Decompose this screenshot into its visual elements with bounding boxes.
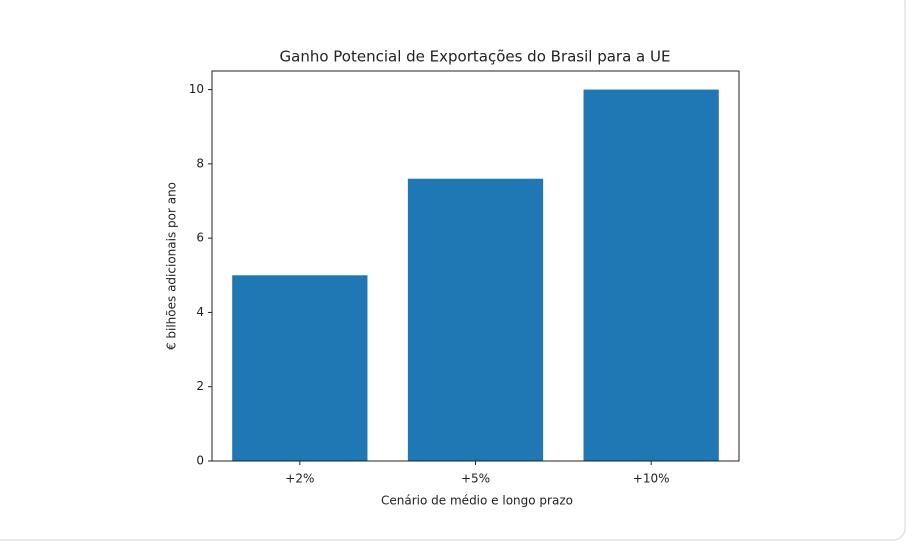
y-tick-label: 2 [196, 379, 204, 393]
x-axis-label: Cenário de médio e longo prazo [381, 494, 573, 508]
x-tick-label: +5% [461, 472, 490, 486]
x-tick-label: +10% [633, 472, 670, 486]
y-tick-label: 0 [196, 454, 204, 468]
y-tick-label: 6 [196, 231, 204, 245]
x-tick-label: +2% [285, 472, 314, 486]
chart-title: Ganho Potencial de Exportações do Brasil… [280, 48, 671, 66]
plot-frame [211, 70, 740, 462]
bar [407, 178, 544, 461]
bar [583, 89, 719, 462]
y-axis-label: € bilhões adicionais por ano [165, 182, 179, 350]
y-tick-label: 10 [189, 82, 204, 96]
y-tick-label: 4 [196, 305, 204, 319]
bar [232, 275, 368, 461]
y-tick-label: 8 [196, 156, 204, 170]
